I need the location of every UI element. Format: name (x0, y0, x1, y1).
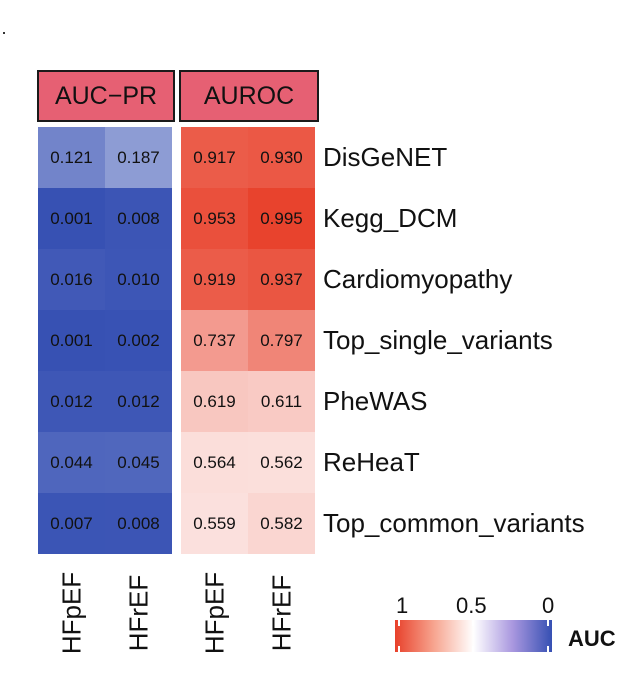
column-label-text: HFrEF (123, 574, 153, 652)
legend-tick-mark (472, 620, 474, 626)
legend-tick-label-0: 0 (542, 593, 555, 618)
panel-header-auc-pr: AUC−PR (37, 70, 175, 122)
heatmap-cell: 0.930 (248, 127, 315, 188)
corner-mark (3, 32, 5, 34)
heatmap-cell: 0.012 (38, 371, 105, 432)
column-label: HFpEF (52, 568, 92, 658)
heatmap-cell: 0.797 (248, 310, 315, 371)
row-label: DisGeNET (323, 141, 448, 172)
heatmap-cell: 0.559 (181, 493, 248, 554)
heatmap-cell: 0.012 (105, 371, 172, 432)
heatmap-cell: 0.008 (105, 493, 172, 554)
heatmap-cell: 0.562 (248, 432, 315, 493)
heatmap-cell: 0.564 (181, 432, 248, 493)
heatmap-cell: 0.044 (38, 432, 105, 493)
panel-header-auroc: AUROC (179, 70, 319, 122)
row-label: Top_common_variants (323, 507, 585, 538)
legend-color-bar (395, 620, 552, 652)
column-label: HFrEF (119, 568, 159, 658)
row-label: Kegg_DCM (323, 202, 458, 233)
heatmap-cell: 0.917 (181, 127, 248, 188)
heatmap-cell: 0.619 (181, 371, 248, 432)
column-label-text: HFrEF (266, 574, 296, 652)
heatmap-cell: 0.121 (38, 127, 105, 188)
row-label: Cardiomyopathy (323, 263, 513, 294)
legend-tick-mark (547, 620, 549, 626)
row-label: PheWAS (323, 385, 428, 416)
heatmap-cell: 0.737 (181, 310, 248, 371)
legend-tick-mark (472, 646, 474, 652)
row-label: Top_single_variants (323, 324, 553, 355)
legend-tick-mark (398, 646, 400, 652)
column-label-text: HFpEF (56, 571, 86, 655)
heatmap-cell: 0.995 (248, 188, 315, 249)
heatmap-cell: 0.953 (181, 188, 248, 249)
row-label: ReHeaT (323, 446, 420, 477)
heatmap-cell: 0.919 (181, 249, 248, 310)
heatmap-cell: 0.582 (248, 493, 315, 554)
legend-title: AUC (568, 626, 616, 651)
heatmap-cell: 0.187 (105, 127, 172, 188)
heatmap-cell: 0.008 (105, 188, 172, 249)
heatmap-cell: 0.016 (38, 249, 105, 310)
heatmap-cell: 0.001 (38, 310, 105, 371)
legend-tick-label-1: 1 (396, 593, 409, 618)
heatmap-cell: 0.007 (38, 493, 105, 554)
legend-tick-mark (398, 620, 400, 626)
legend-tick-label-0-5: 0.5 (456, 593, 487, 618)
legend-tick-mark (547, 646, 549, 652)
heatmap-cell: 0.010 (105, 249, 172, 310)
heatmap-cell: 0.611 (248, 371, 315, 432)
heatmap-cell: 0.937 (248, 249, 315, 310)
column-label: HFrEF (262, 568, 302, 658)
heatmap-cell: 0.001 (38, 188, 105, 249)
heatmap-cell: 0.002 (105, 310, 172, 371)
heatmap-cell: 0.045 (105, 432, 172, 493)
column-label-text: HFpEF (199, 571, 229, 655)
column-label: HFpEF (195, 568, 235, 658)
